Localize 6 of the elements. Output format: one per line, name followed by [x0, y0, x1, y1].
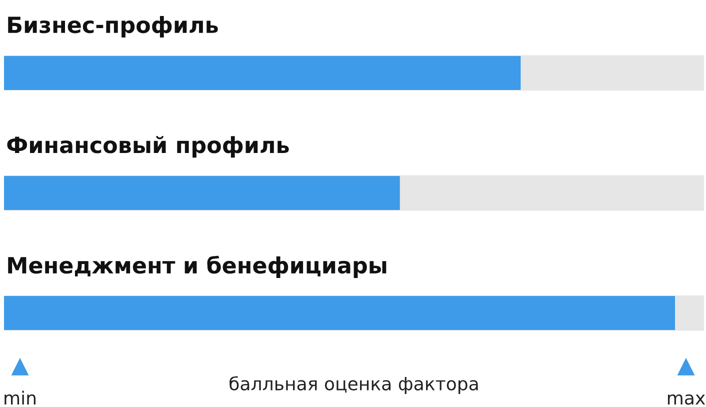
y-tick-label: Финансовый профиль	[7, 136, 289, 158]
y-tick-label: Бизнес-профиль	[8, 16, 218, 38]
x-axis-title: балльная оценка фактора	[230, 376, 478, 394]
text: min	[4, 390, 36, 404]
text: max	[668, 394, 706, 405]
y-tick-label: Менеджмент и бенефициары	[8, 256, 386, 278]
